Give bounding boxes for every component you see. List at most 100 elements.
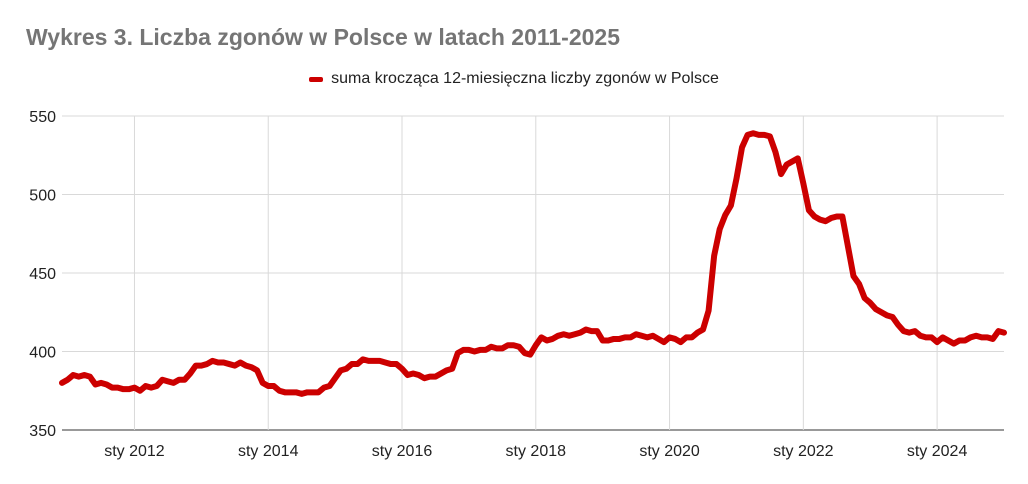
data-point	[182, 377, 188, 383]
data-point	[109, 385, 115, 391]
data-point	[555, 333, 561, 339]
data-point	[973, 333, 979, 339]
data-point	[427, 374, 433, 380]
data-point	[928, 334, 935, 340]
data-point	[873, 306, 879, 312]
data-point	[204, 361, 210, 367]
data-point	[131, 385, 138, 391]
y-tick-label: 350	[29, 423, 56, 440]
data-point	[717, 226, 723, 232]
data-point	[622, 334, 628, 340]
data-point	[912, 328, 918, 334]
data-point	[159, 377, 165, 383]
data-point	[215, 359, 221, 366]
legend: suma krocząca 12-miesięczna liczby zgonó…	[0, 70, 1028, 88]
data-point	[115, 385, 121, 391]
data-point	[527, 352, 533, 358]
data-point	[750, 130, 756, 136]
data-point	[533, 342, 539, 348]
data-point	[271, 383, 277, 389]
data-point	[839, 213, 845, 220]
data-point	[170, 380, 177, 386]
data-point	[343, 366, 349, 372]
data-point	[421, 375, 427, 381]
data-point	[137, 388, 143, 394]
data-point	[76, 374, 82, 380]
data-point	[209, 358, 216, 364]
legend-label: suma krocząca 12-miesięczna liczby zgonó…	[331, 70, 719, 87]
data-point	[310, 389, 316, 395]
data-point	[187, 370, 193, 377]
chart-title: Wykres 3. Liczba zgonów w Polsce w latac…	[26, 24, 621, 50]
data-point	[326, 383, 333, 389]
data-point	[549, 336, 556, 342]
data-point	[588, 328, 595, 334]
data-point	[488, 344, 494, 350]
data-point	[103, 381, 110, 388]
data-point	[393, 361, 400, 367]
series-line	[59, 130, 1007, 397]
data-point	[700, 326, 706, 333]
data-point	[906, 330, 912, 336]
data-point	[304, 389, 310, 395]
data-point	[471, 348, 478, 355]
data-point	[154, 383, 160, 389]
data-point	[895, 322, 901, 328]
data-point	[494, 345, 500, 351]
data-point	[460, 347, 466, 353]
data-point	[438, 370, 444, 377]
data-point	[633, 331, 639, 337]
data-point	[650, 333, 656, 339]
data-point	[828, 215, 834, 221]
x-tick-label: sty 2024	[907, 443, 968, 460]
data-point	[962, 337, 968, 344]
data-point	[92, 381, 99, 388]
data-point	[64, 377, 71, 383]
y-tick-label: 400	[29, 345, 56, 362]
data-point	[566, 333, 572, 339]
data-point	[728, 202, 734, 209]
data-point	[572, 331, 578, 337]
data-point	[639, 333, 645, 339]
data-point	[761, 132, 767, 138]
data-point	[260, 380, 266, 386]
y-tick-label: 500	[29, 188, 56, 205]
data-point	[198, 363, 204, 369]
data-point	[321, 385, 327, 391]
data-point	[984, 334, 990, 340]
data-point	[767, 133, 773, 140]
data-point	[544, 337, 550, 344]
data-point	[811, 213, 818, 220]
data-point	[683, 334, 689, 340]
data-point	[878, 309, 884, 315]
data-point	[237, 359, 243, 366]
data-point	[1001, 330, 1007, 336]
data-point	[733, 176, 740, 182]
data-point	[940, 334, 946, 340]
data-point	[823, 218, 829, 224]
data-point	[745, 132, 751, 138]
data-point	[694, 330, 701, 336]
data-point	[678, 339, 684, 345]
data-point	[360, 356, 366, 362]
data-point	[884, 312, 890, 318]
data-point	[600, 337, 606, 344]
data-point	[416, 372, 422, 378]
data-point	[817, 217, 823, 223]
data-point	[672, 336, 678, 342]
y-tick-label: 450	[29, 266, 56, 283]
legend-swatch	[309, 76, 324, 82]
data-point	[945, 337, 951, 344]
data-point	[276, 388, 282, 394]
data-point	[889, 314, 896, 320]
data-point	[254, 367, 260, 373]
data-point	[382, 359, 388, 366]
data-point	[845, 243, 851, 249]
data-point	[193, 363, 199, 369]
data-point	[967, 334, 974, 340]
data-point	[661, 339, 667, 345]
data-point	[627, 334, 634, 340]
data-point	[293, 389, 299, 395]
data-point	[979, 334, 985, 340]
data-point	[756, 132, 762, 138]
